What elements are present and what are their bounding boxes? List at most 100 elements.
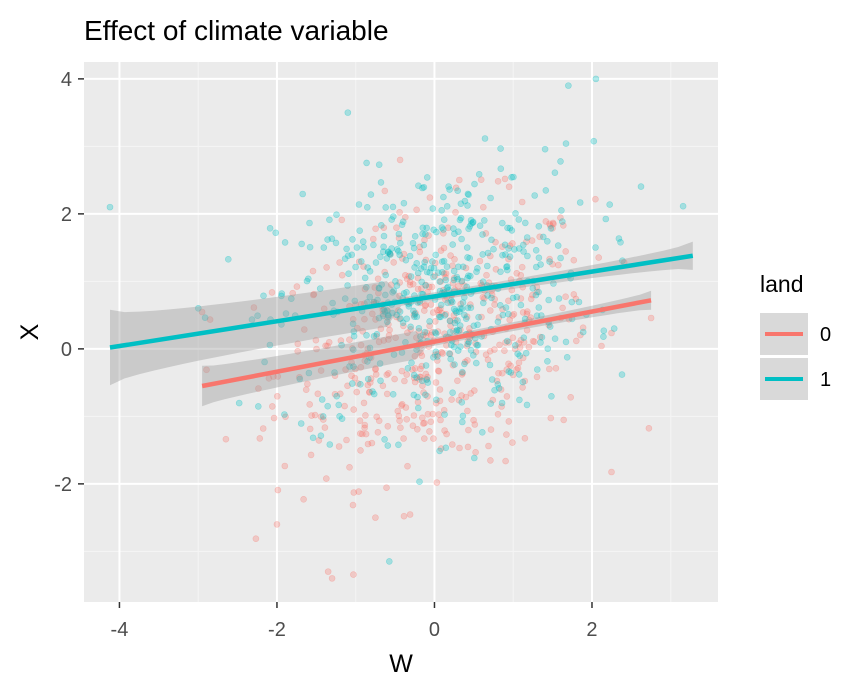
point-series-0 xyxy=(420,389,427,396)
point-series-0 xyxy=(372,225,379,233)
point-series-0 xyxy=(523,238,530,246)
point-series-0 xyxy=(321,424,329,431)
point-series-1 xyxy=(479,278,487,286)
point-series-1 xyxy=(414,393,421,401)
point-series-1 xyxy=(444,299,451,307)
point-series-1 xyxy=(437,313,444,321)
point-series-1 xyxy=(507,369,515,376)
point-series-0 xyxy=(274,486,282,494)
point-series-0 xyxy=(414,285,422,293)
point-series-1 xyxy=(469,219,477,226)
point-series-1 xyxy=(504,310,512,318)
point-series-1 xyxy=(388,245,395,252)
point-series-0 xyxy=(592,195,599,203)
point-series-1 xyxy=(375,284,383,292)
point-series-1 xyxy=(378,281,386,288)
point-series-0 xyxy=(570,256,578,264)
point-series-0 xyxy=(426,322,433,330)
point-series-0 xyxy=(306,401,314,408)
point-series-0 xyxy=(448,441,456,448)
point-series-1 xyxy=(369,388,376,395)
point-series-0 xyxy=(289,289,297,297)
point-series-1 xyxy=(392,277,399,285)
point-series-1 xyxy=(396,251,404,259)
point-series-1 xyxy=(373,330,381,338)
point-series-0 xyxy=(418,362,426,370)
point-series-0 xyxy=(509,439,516,446)
point-series-1 xyxy=(467,304,475,312)
point-series-1 xyxy=(455,308,463,316)
point-series-0 xyxy=(367,375,375,382)
point-series-0 xyxy=(353,388,361,396)
point-series-1 xyxy=(484,292,491,299)
point-series-0 xyxy=(364,381,372,389)
fit-line-1 xyxy=(109,253,694,350)
point-series-0 xyxy=(416,248,424,256)
point-series-1 xyxy=(464,340,472,348)
point-series-1 xyxy=(453,273,461,281)
point-series-1 xyxy=(432,348,440,356)
point-series-0 xyxy=(296,373,303,381)
point-series-1 xyxy=(266,225,274,232)
point-series-1 xyxy=(383,318,391,326)
point-series-1 xyxy=(382,204,390,211)
point-series-1 xyxy=(533,366,541,373)
point-series-1 xyxy=(420,263,428,271)
point-series-0 xyxy=(452,209,459,216)
point-series-1 xyxy=(407,323,414,331)
point-series-1 xyxy=(575,298,583,306)
point-series-0 xyxy=(421,302,429,310)
point-series-1 xyxy=(508,174,515,181)
point-series-0 xyxy=(523,308,531,315)
point-series-1 xyxy=(448,297,455,304)
point-series-1 xyxy=(484,249,492,257)
point-series-0 xyxy=(307,451,315,459)
point-series-0 xyxy=(501,175,509,183)
point-series-1 xyxy=(506,224,514,232)
point-series-0 xyxy=(549,260,556,268)
point-series-0 xyxy=(313,345,320,353)
point-series-1 xyxy=(430,264,438,272)
point-series-0 xyxy=(314,390,322,398)
point-series-1 xyxy=(532,291,540,299)
point-series-0 xyxy=(546,222,554,229)
point-series-1 xyxy=(422,362,430,369)
point-series-1 xyxy=(422,391,429,399)
point-series-0 xyxy=(410,374,418,382)
point-series-0 xyxy=(349,345,356,352)
point-series-1 xyxy=(520,334,528,342)
point-series-0 xyxy=(396,279,404,286)
point-series-0 xyxy=(517,271,525,279)
point-series-1 xyxy=(459,299,467,306)
point-series-0 xyxy=(411,352,419,360)
point-series-0 xyxy=(452,184,460,192)
point-series-0 xyxy=(447,322,454,330)
point-series-1 xyxy=(433,228,440,236)
point-series-1 xyxy=(555,295,563,302)
point-series-0 xyxy=(342,366,349,373)
point-series-1 xyxy=(465,225,472,233)
point-series-1 xyxy=(548,392,555,400)
x-tick-label: 2 xyxy=(586,619,597,641)
point-series-1 xyxy=(550,280,557,287)
point-series-1 xyxy=(600,333,607,341)
point-series-0 xyxy=(576,331,584,339)
point-series-1 xyxy=(515,371,523,378)
point-series-1 xyxy=(465,338,473,346)
point-series-1 xyxy=(618,371,626,378)
point-series-0 xyxy=(396,417,403,425)
point-series-0 xyxy=(419,382,426,390)
point-series-1 xyxy=(422,230,429,238)
point-series-1 xyxy=(440,193,447,201)
point-series-0 xyxy=(431,318,439,325)
point-series-0 xyxy=(498,369,506,377)
point-series-1 xyxy=(464,190,472,198)
point-series-1 xyxy=(388,216,396,223)
point-series-1 xyxy=(520,248,527,255)
point-series-0 xyxy=(496,341,503,349)
point-series-1 xyxy=(440,257,448,265)
point-series-1 xyxy=(366,293,374,301)
point-series-0 xyxy=(400,435,407,442)
point-series-0 xyxy=(361,315,368,323)
point-series-1 xyxy=(546,323,554,330)
